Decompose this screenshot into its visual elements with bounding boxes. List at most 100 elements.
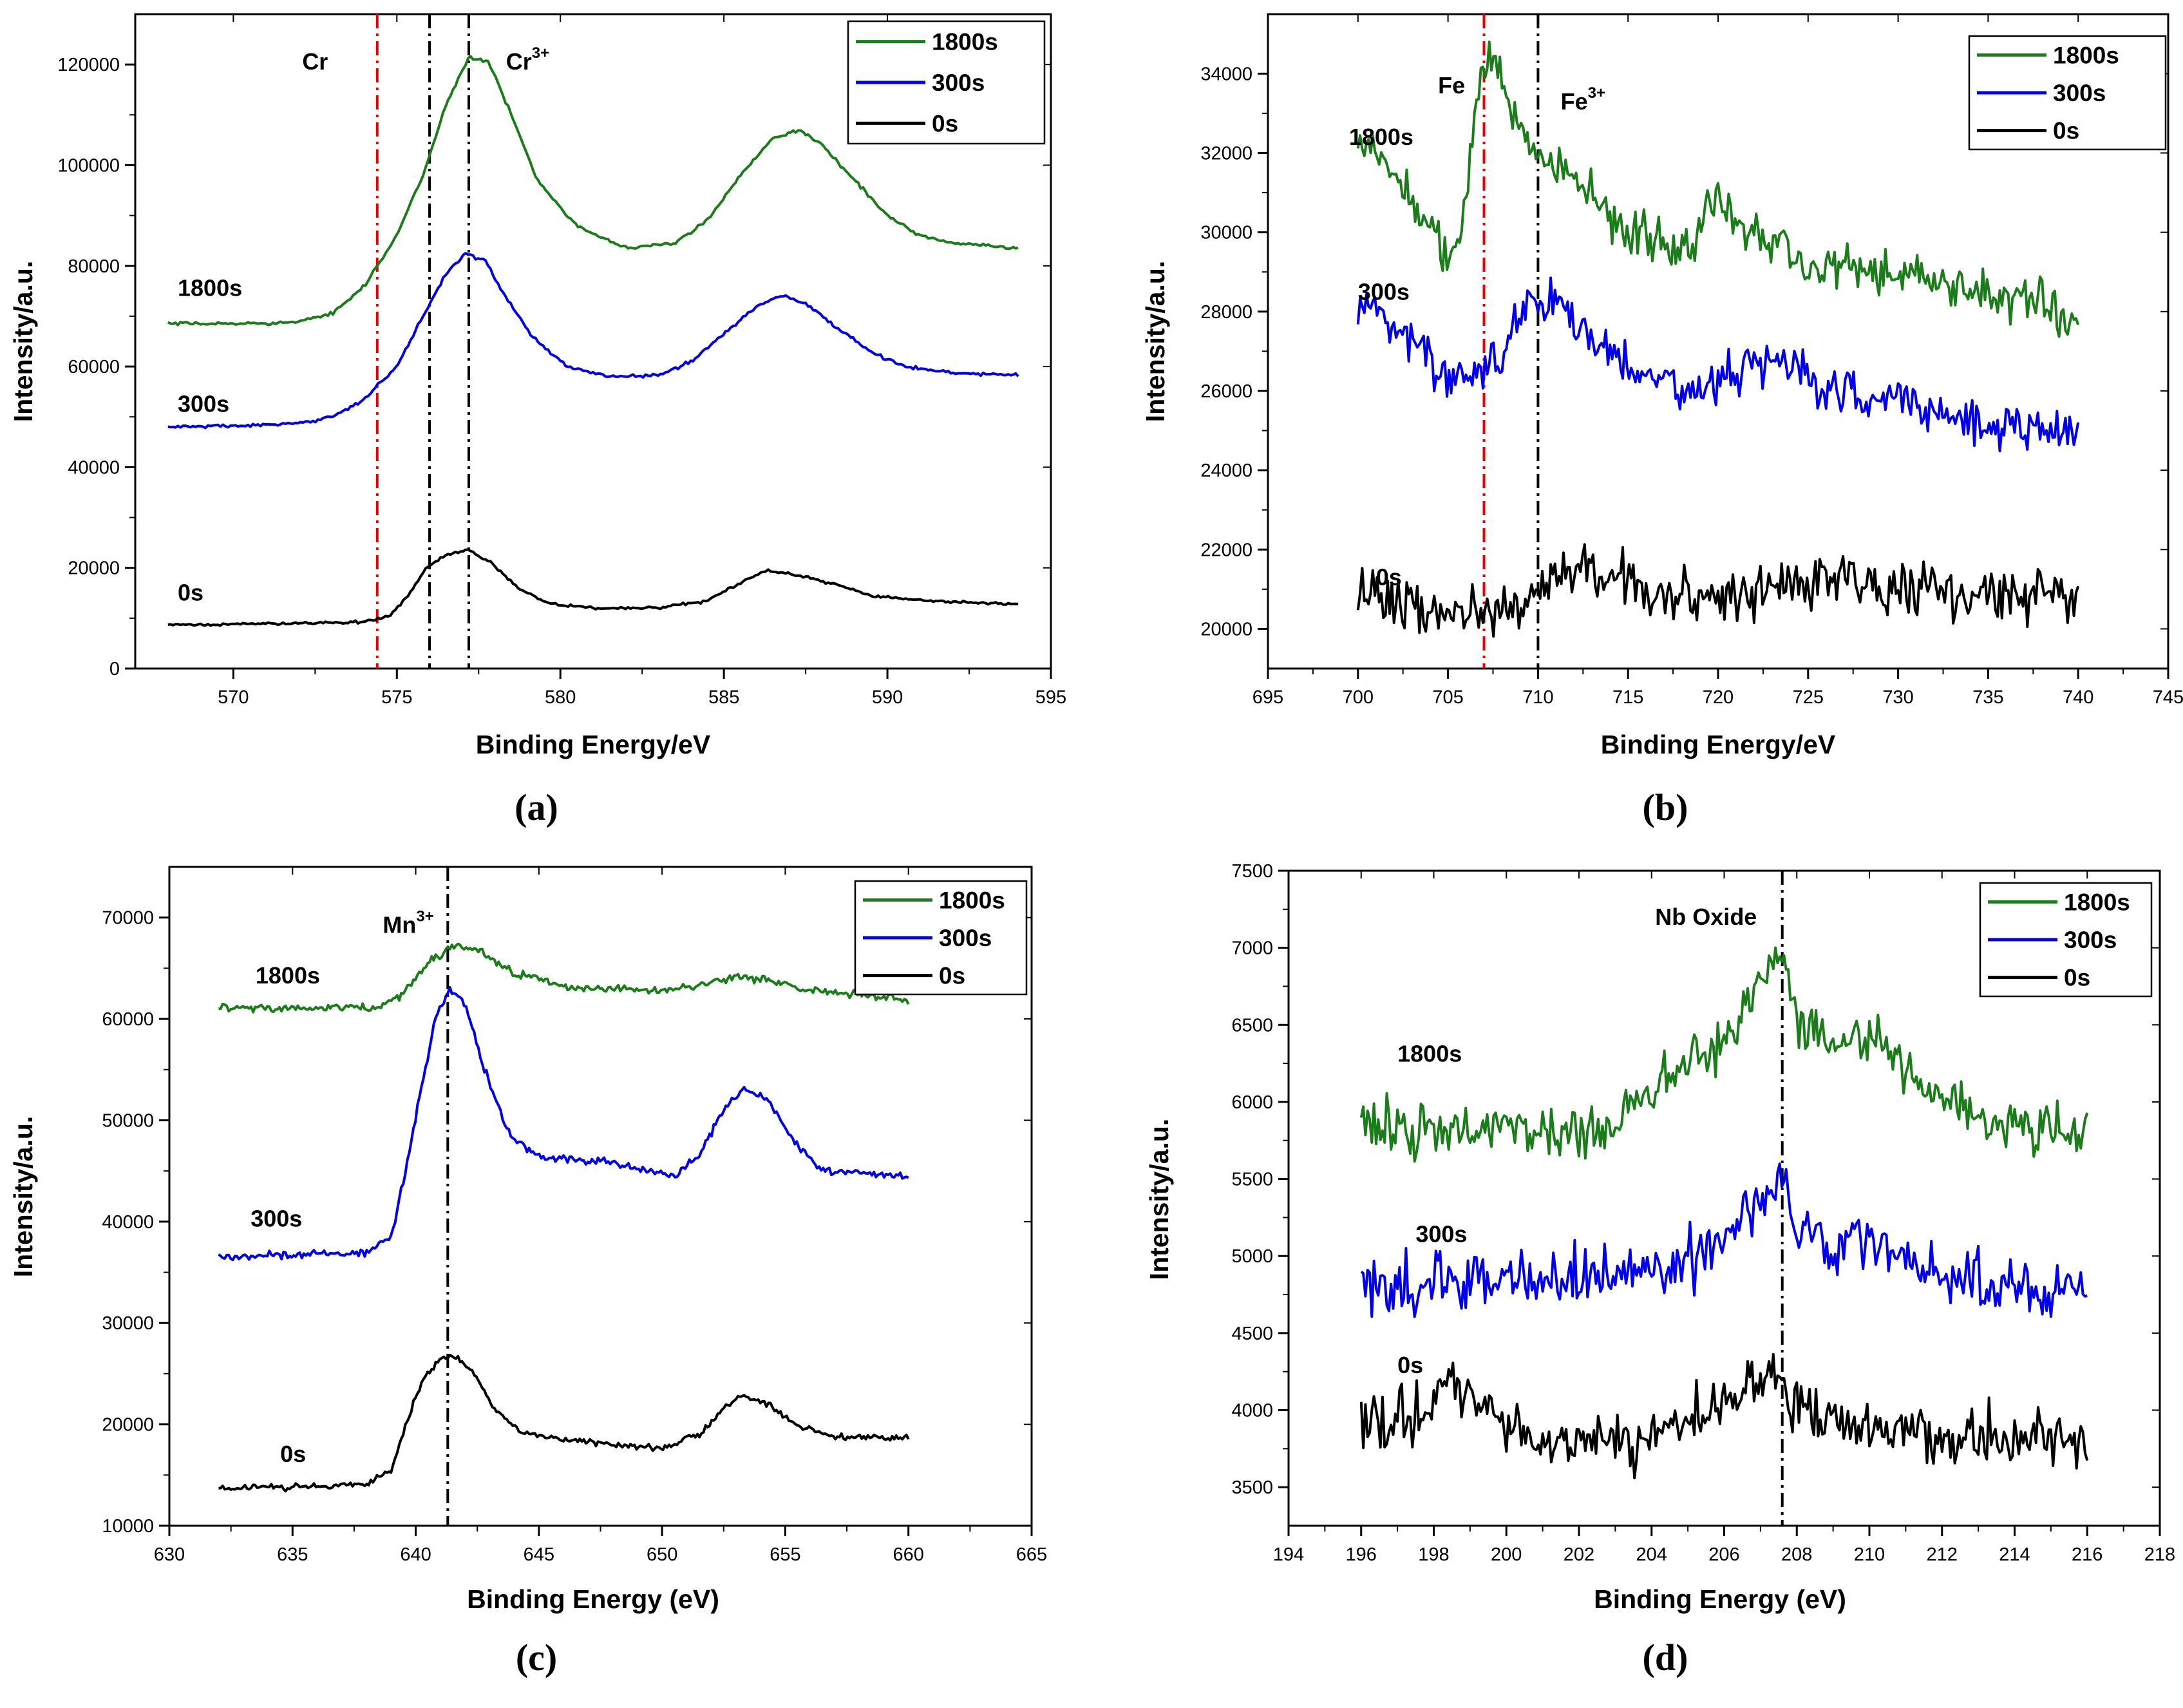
x-tick-label: 720 [1703, 687, 1734, 708]
series-line-300s [1360, 1162, 2088, 1318]
x-tick-label: 196 [1346, 1544, 1377, 1565]
x-tick-label: 715 [1612, 687, 1643, 708]
y-tick-label: 32000 [1200, 144, 1252, 164]
x-tick-label: 570 [218, 687, 249, 708]
y-tick-label: 28000 [1200, 302, 1252, 323]
legend-entry: 0s [2064, 965, 2090, 991]
x-tick-label: 725 [1793, 687, 1824, 708]
x-tick-label: 645 [524, 1544, 554, 1565]
x-tick-label: 575 [381, 687, 412, 708]
x-tick-label: 710 [1522, 687, 1553, 708]
x-tick-label: 580 [545, 687, 576, 708]
series-line-0s [218, 1354, 910, 1493]
y-tick-label: 20000 [1200, 619, 1252, 640]
legend-entry: 300s [939, 925, 992, 951]
y-axis-label: Intensity/a.u. [1144, 1119, 1174, 1280]
y-tick-label: 4500 [1231, 1324, 1273, 1344]
y-tick-label: 70000 [102, 908, 154, 929]
x-tick-label: 695 [1252, 687, 1283, 708]
series-label: 300s [250, 1206, 302, 1232]
x-tick-label: 665 [1016, 1544, 1047, 1565]
x-tick-label: 730 [1882, 687, 1913, 708]
panel-label: (c) [516, 1637, 557, 1678]
y-axis-label: Intensity/a.u. [8, 1116, 38, 1278]
y-axis-label: Intensity/a.u. [8, 261, 38, 422]
series-line-300s [1356, 276, 2080, 453]
x-tick-label: 206 [1708, 1544, 1739, 1565]
panel-label: (a) [515, 786, 558, 828]
series-label: 0s [1376, 564, 1402, 591]
x-tick-label: 204 [1636, 1544, 1667, 1565]
x-tick-label: 194 [1273, 1544, 1304, 1565]
y-tick-label: 30000 [102, 1313, 154, 1334]
y-axis-label: Intensity/a.u. [1140, 261, 1170, 422]
x-tick-label: 705 [1432, 687, 1463, 708]
y-tick-label: 6500 [1231, 1015, 1273, 1036]
x-tick-label: 216 [2072, 1544, 2103, 1565]
y-tick-label: 5000 [1231, 1246, 1273, 1267]
series-label: 0s [178, 579, 203, 605]
y-tick-label: 60000 [68, 357, 120, 377]
series-label: 0s [1397, 1352, 1423, 1378]
x-tick-label: 210 [1854, 1544, 1885, 1565]
x-tick-label: 595 [1035, 687, 1066, 708]
series-label: 300s [178, 390, 229, 417]
series-label: 1800s [178, 275, 242, 301]
x-tick-label: 212 [1927, 1544, 1958, 1565]
legend-entry: 300s [2064, 927, 2117, 953]
series-label: 1800s [256, 962, 320, 989]
panel-label: (d) [1643, 1637, 1688, 1678]
series-line-1800s [218, 942, 910, 1014]
series-label: 1800s [1349, 124, 1413, 150]
x-tick-label: 735 [1972, 687, 2003, 708]
y-tick-label: 100000 [57, 155, 120, 176]
y-tick-label: 6000 [1231, 1092, 1273, 1113]
y-tick-label: 7000 [1231, 938, 1273, 959]
series-line-1800s [167, 55, 1019, 327]
series-line-300s [218, 986, 909, 1262]
y-tick-label: 80000 [68, 256, 120, 277]
y-tick-label: 22000 [1200, 540, 1252, 560]
legend-entry: 300s [932, 70, 985, 96]
legend-entry: 0s [939, 963, 965, 989]
series-line-0s [1359, 1352, 2089, 1479]
peak-label: Cr3+ [506, 44, 549, 75]
chart-panel-c: 630 635 640 645 650 655 660 665 10000 20000 30000 4… [8, 866, 1047, 1678]
x-tick-label: 635 [277, 1544, 308, 1565]
legend-entry: 1800s [932, 29, 998, 55]
y-tick-label: 10000 [102, 1516, 154, 1537]
x-axis-label: Binding Energy/eV [1601, 730, 1836, 759]
y-tick-label: 3500 [1231, 1477, 1273, 1498]
plot-frame [134, 13, 1052, 670]
x-tick-label: 660 [893, 1544, 924, 1565]
y-tick-label: 20000 [102, 1415, 154, 1436]
x-tick-label: 740 [2063, 687, 2093, 708]
y-tick-label: 40000 [68, 457, 120, 478]
legend-entry: 300s [2053, 80, 2106, 106]
x-tick-label: 208 [1781, 1544, 1812, 1565]
x-tick-label: 700 [1343, 687, 1374, 708]
y-tick-label: 7500 [1231, 861, 1273, 882]
x-tick-label: 655 [770, 1544, 800, 1565]
series-label: 300s [1358, 278, 1410, 305]
legend-entry: 0s [2053, 118, 2079, 144]
chart-panel-b: 695 700 705 710 715 720 725 730 735 740 745 20000 22… [1140, 13, 2183, 828]
series-label: 0s [280, 1441, 306, 1467]
series-label: 300s [1415, 1221, 1467, 1248]
y-tick-label: 4000 [1231, 1401, 1273, 1421]
series-line-1800s [1356, 41, 2080, 338]
x-tick-label: 202 [1564, 1544, 1594, 1565]
x-tick-label: 590 [872, 687, 903, 708]
series-label: 1800s [1397, 1041, 1462, 1067]
legend-entry: 1800s [2053, 42, 2119, 68]
x-axis-label: Binding Energy (eV) [467, 1584, 719, 1614]
peak-label: Cr [302, 48, 328, 75]
legend-entry: 0s [932, 110, 958, 137]
x-tick-label: 214 [1999, 1544, 2030, 1565]
series-line-300s [167, 252, 1019, 430]
y-tick-label: 120000 [57, 55, 120, 75]
x-tick-label: 630 [154, 1544, 185, 1565]
peak-label: Mn3+ [383, 907, 433, 938]
y-tick-label: 34000 [1200, 64, 1252, 84]
